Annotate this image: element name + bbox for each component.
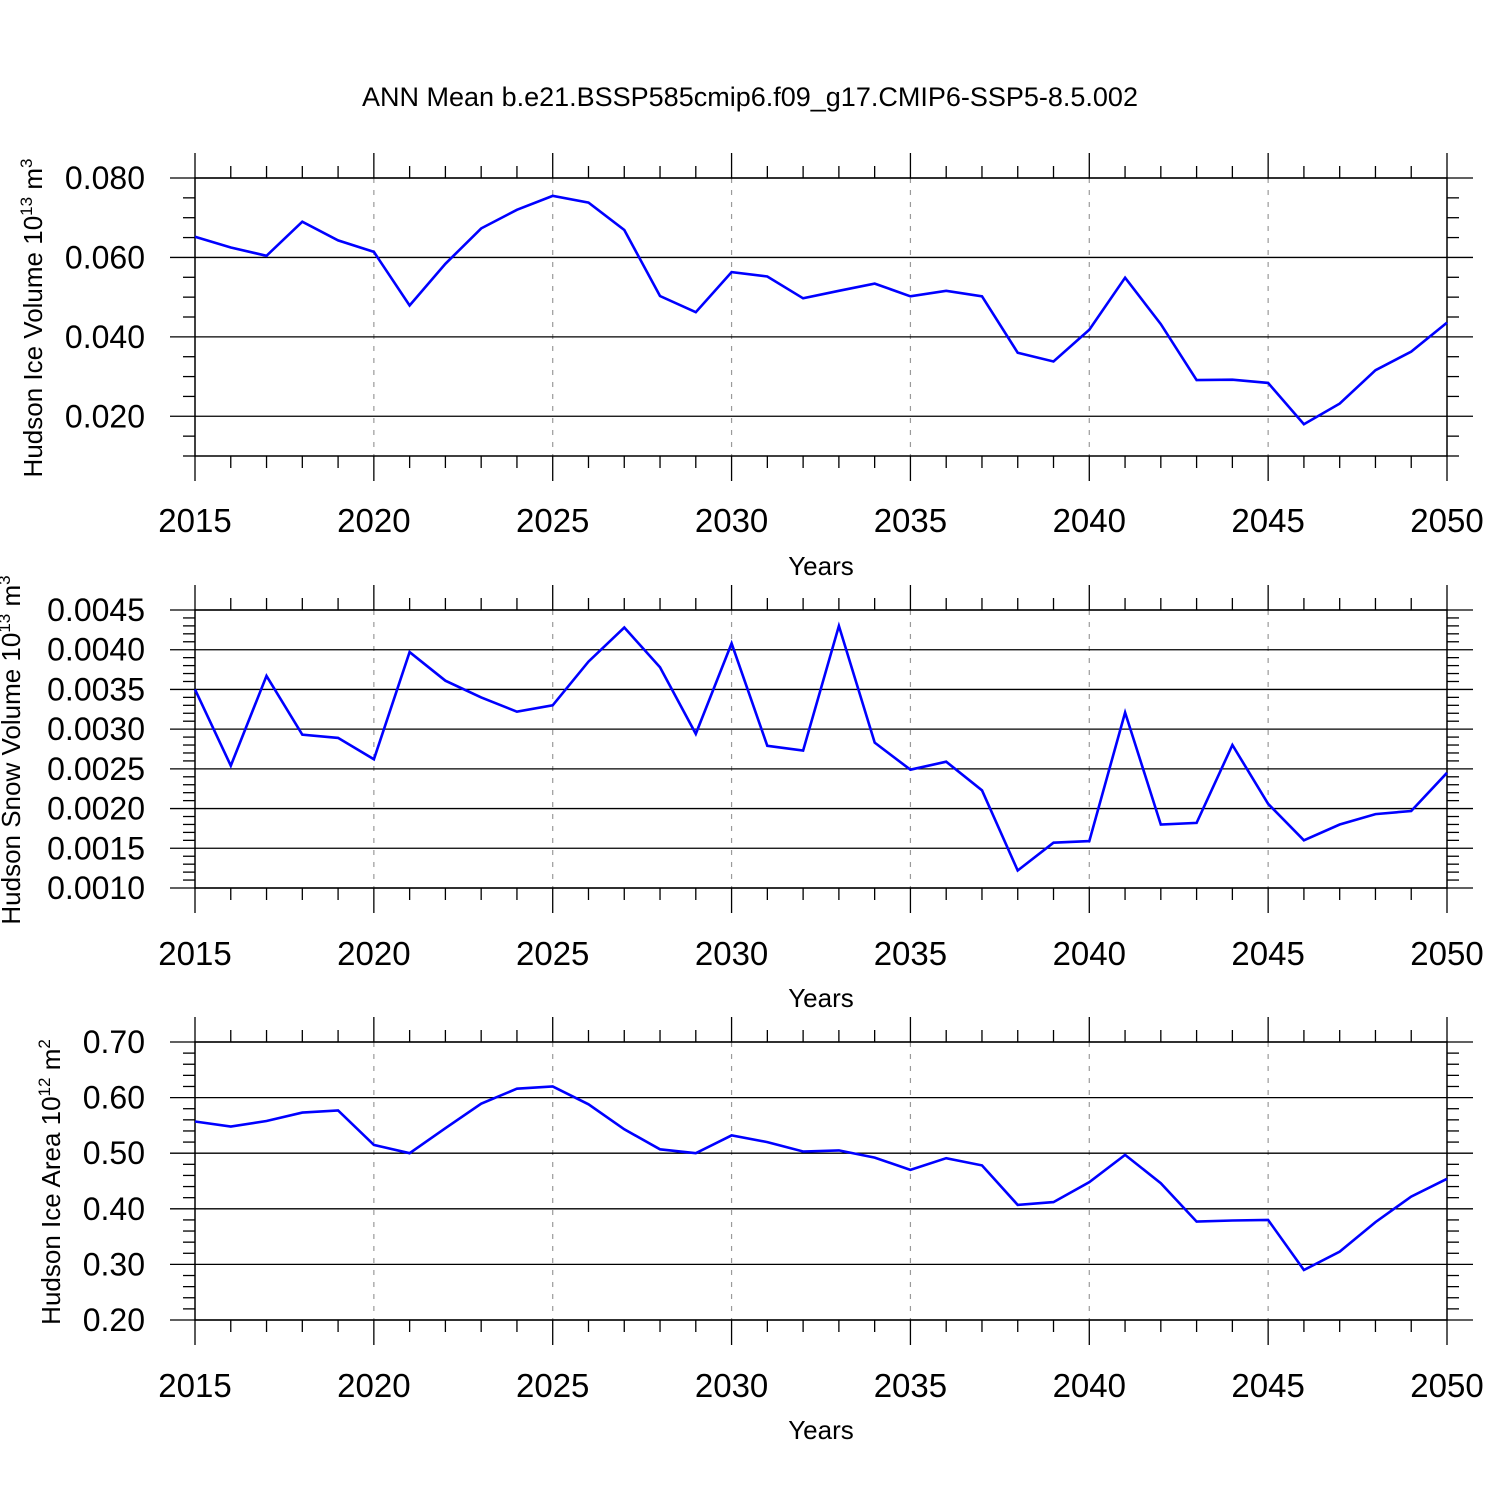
x-tick-label: 2050: [1410, 935, 1483, 972]
x-tick-label: 2035: [874, 935, 947, 972]
series-line: [194, 1085, 1448, 1272]
y-tick-label: 0.40: [83, 1191, 145, 1227]
y-tick-label: 0.0015: [47, 830, 145, 866]
x-tick-label: 2040: [1053, 935, 1126, 972]
x-tick-label: 2035: [874, 502, 947, 539]
x-tick-label: 2045: [1231, 935, 1304, 972]
y-tick-label: 0.50: [83, 1135, 145, 1171]
panel-3: 0.20 0.30 0.40 0.50 0.60 0.70 2015 2020 2025 2030…: [35, 1017, 1484, 1445]
x-tick-label: 2015: [158, 502, 231, 539]
x-tick-label: 2035: [874, 1367, 947, 1404]
x-axis-label: Years: [788, 1415, 854, 1445]
x-tick-label: 2025: [516, 1367, 589, 1404]
y-axis-label: Hudson Ice Volume 1013 m3: [17, 159, 48, 478]
figure-title: ANN Mean b.e21.BSSP585cmip6.f09_g17.CMIP…: [362, 82, 1138, 112]
y-axis-label-sup: 12: [35, 1078, 54, 1097]
x-tick-label: 2030: [695, 502, 768, 539]
x-tick-label: 2015: [158, 1367, 231, 1404]
series-line: [194, 194, 1448, 426]
y-axis-label-sup: 3: [0, 575, 14, 584]
y-tick-label: 0.0030: [47, 711, 145, 747]
y-axis-label-part: m: [0, 585, 26, 614]
y-tick-label: 0.0025: [47, 751, 145, 787]
y-axis-label-part: Hudson Ice Area 10: [36, 1096, 66, 1324]
x-tick-label: 2030: [695, 1367, 768, 1404]
x-tick-label: 2040: [1053, 502, 1126, 539]
y-axis-label-sup: 3: [17, 159, 36, 168]
plot-frame: [194, 609, 1448, 889]
x-axis-label: Years: [788, 551, 854, 581]
y-tick-label: 0.20: [83, 1302, 145, 1338]
panel-1: 0.020 0.040 0.060 0.080 2015 2020 2025 2030 2035…: [17, 153, 1484, 581]
x-tick-label: 2025: [516, 935, 589, 972]
y-tick-label: 0.60: [83, 1080, 145, 1116]
x-tick-label: 2045: [1231, 1367, 1304, 1404]
x-tick-label: 2045: [1231, 502, 1304, 539]
y-axis-label-part: m: [36, 1049, 66, 1078]
y-axis-label-part: Hudson Snow Volume 10: [0, 633, 26, 925]
y-tick-label: 0.060: [65, 239, 145, 275]
series-line: [193, 621, 1448, 873]
x-tick-label: 2020: [337, 935, 410, 972]
y-tick-label: 0.0040: [47, 632, 145, 668]
y-axis-label-part: Hudson Ice Volume 10: [18, 216, 48, 478]
x-tick-label: 2020: [337, 1367, 410, 1404]
x-tick-label: 2050: [1410, 502, 1483, 539]
x-axis-label: Years: [788, 983, 854, 1013]
y-tick-label: 0.0010: [47, 870, 145, 906]
plot-frame: [194, 177, 1448, 457]
x-tick-label: 2040: [1053, 1367, 1126, 1404]
y-tick-label: 0.70: [83, 1024, 145, 1060]
y-axis-label-sup: 2: [35, 1039, 54, 1048]
panel-2: 0.00100.00150.00200.00250.00300.00350.00…: [0, 575, 1484, 1013]
x-tick-label: 2050: [1410, 1367, 1483, 1404]
x-tick-label: 2020: [337, 502, 410, 539]
y-tick-label: 0.30: [83, 1246, 145, 1282]
y-axis-label-sup: 13: [17, 197, 36, 216]
y-tick-label: 0.020: [65, 398, 145, 434]
y-axis-label: Hudson Ice Area 1012 m2: [35, 1039, 66, 1325]
y-axis-label-part: m: [18, 168, 48, 197]
x-tick-label: 2030: [695, 935, 768, 972]
y-tick-label: 0.0035: [47, 671, 145, 707]
plot-frame: [194, 1041, 1448, 1321]
y-axis-label-sup: 13: [0, 614, 14, 633]
y-axis-label: Hudson Snow Volume 1013 m3: [0, 575, 26, 924]
x-tick-label: 2015: [158, 935, 231, 972]
y-tick-label: 0.040: [65, 319, 145, 355]
y-tick-label: 0.0020: [47, 791, 145, 827]
x-tick-label: 2025: [516, 502, 589, 539]
y-tick-label: 0.080: [65, 160, 145, 196]
y-tick-label: 0.0045: [47, 592, 145, 628]
